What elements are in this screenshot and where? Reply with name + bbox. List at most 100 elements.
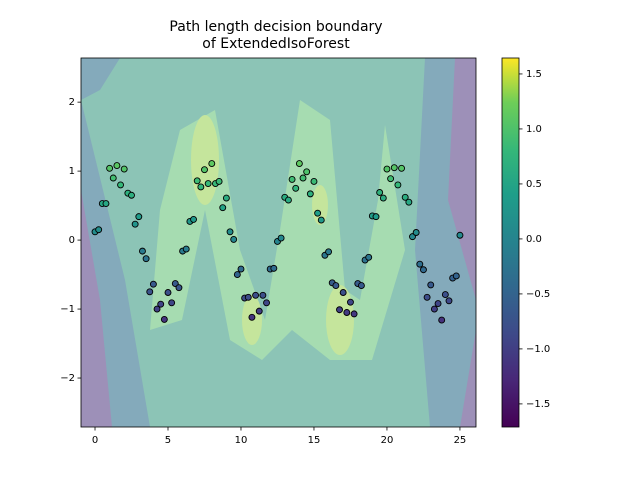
colorbar-tick-label: 0.0 bbox=[526, 234, 542, 245]
scatter-point bbox=[255, 307, 263, 315]
scatter-point bbox=[109, 174, 117, 182]
colorbar-tick-label: 1.0 bbox=[526, 124, 542, 135]
scatter-point bbox=[401, 193, 409, 201]
scatter-point bbox=[106, 164, 114, 172]
scatter-point bbox=[372, 213, 380, 221]
scatter-point bbox=[441, 291, 449, 299]
x-tick-label: 10 bbox=[235, 435, 248, 446]
scatter-point bbox=[292, 184, 300, 192]
scatter-point bbox=[139, 247, 146, 255]
x-tick-label: 20 bbox=[381, 435, 394, 446]
scatter-point bbox=[230, 235, 238, 243]
scatter-point bbox=[102, 200, 110, 207]
scatter-point bbox=[394, 181, 402, 189]
scatter-point bbox=[376, 189, 384, 196]
chart-title: of ExtendedIsoForest bbox=[202, 36, 350, 52]
scatter-point bbox=[259, 291, 267, 299]
scatter-point bbox=[215, 178, 223, 185]
scatter-point bbox=[160, 315, 168, 323]
scatter-point bbox=[146, 288, 154, 296]
colorbar-tick-label: −0.5 bbox=[526, 289, 550, 300]
scatter-point bbox=[193, 177, 201, 185]
colorbar-tick-label: 1.5 bbox=[526, 69, 542, 80]
scatter-point bbox=[157, 300, 165, 308]
scatter-point bbox=[423, 293, 431, 301]
scatter-point bbox=[343, 309, 351, 316]
y-tick-label: 1 bbox=[69, 166, 75, 177]
scatter-point bbox=[248, 313, 256, 321]
colorbar-tick-label: −1.5 bbox=[526, 399, 550, 410]
scatter-point bbox=[131, 220, 139, 228]
scatter-point bbox=[237, 265, 245, 273]
chart-title: Path length decision boundary bbox=[169, 19, 382, 35]
scatter-point bbox=[201, 166, 208, 174]
scatter-point bbox=[288, 175, 296, 183]
scatter-point bbox=[299, 174, 307, 182]
y-tick-label: 2 bbox=[69, 97, 75, 108]
scatter-point bbox=[405, 198, 413, 206]
scatter-point bbox=[226, 228, 234, 236]
x-tick-label: 0 bbox=[92, 435, 98, 446]
scatter-point bbox=[182, 245, 190, 253]
plot-frame bbox=[80, 57, 477, 428]
scatter-point bbox=[208, 160, 216, 167]
scatter-point bbox=[306, 190, 314, 198]
scatter-point bbox=[350, 310, 358, 318]
scatter-point bbox=[219, 204, 227, 212]
colorbar-tick-label: −1.0 bbox=[526, 344, 550, 355]
scatter-point bbox=[332, 282, 340, 290]
scatter-point bbox=[233, 271, 241, 279]
scatter-point bbox=[190, 215, 197, 223]
scatter-point bbox=[117, 181, 125, 189]
x-tick-label: 15 bbox=[308, 435, 321, 446]
scatter-point bbox=[445, 297, 453, 305]
scatter-point bbox=[135, 213, 143, 221]
scatter-point bbox=[252, 291, 260, 299]
scatter-point bbox=[197, 183, 205, 191]
scatter-point bbox=[284, 196, 292, 204]
scatter-point bbox=[303, 168, 311, 176]
scatter-point bbox=[357, 282, 365, 290]
scatter-point bbox=[263, 299, 270, 307]
scatter-point bbox=[416, 260, 424, 268]
y-tick-label: 0 bbox=[69, 235, 75, 246]
x-tick-label: 5 bbox=[165, 435, 171, 446]
scatter-point bbox=[456, 231, 464, 239]
scatter-point bbox=[142, 255, 150, 263]
scatter-point bbox=[438, 316, 446, 324]
scatter-point bbox=[168, 299, 176, 307]
scatter-point bbox=[204, 180, 212, 187]
colorbar bbox=[501, 57, 520, 428]
y-tick-label: −1 bbox=[60, 304, 75, 315]
colorbar-tick-label: 0.5 bbox=[526, 179, 542, 190]
scatter-point bbox=[222, 194, 230, 202]
scatter-point bbox=[310, 178, 318, 185]
scatter-point bbox=[314, 209, 322, 217]
scatter-point bbox=[164, 289, 172, 296]
scatter-point bbox=[430, 305, 438, 313]
scatter-point bbox=[153, 305, 161, 313]
scatter-point bbox=[120, 165, 128, 173]
scatter-point bbox=[390, 164, 398, 172]
scatter-point bbox=[339, 289, 347, 296]
scatter-point bbox=[347, 298, 354, 306]
scatter-point bbox=[149, 280, 157, 288]
scatter-point bbox=[336, 306, 343, 314]
scatter-point bbox=[317, 216, 325, 224]
scatter-point bbox=[128, 191, 135, 199]
scatter-point bbox=[412, 229, 420, 236]
scatter-point bbox=[387, 175, 395, 183]
scatter-point bbox=[175, 284, 183, 292]
scatter-point bbox=[434, 300, 442, 307]
scatter-point bbox=[398, 164, 406, 172]
scatter-point bbox=[295, 160, 303, 167]
scatter-point bbox=[244, 293, 252, 301]
x-tick-label: 25 bbox=[454, 435, 467, 446]
scatter-point bbox=[277, 234, 285, 242]
scatter-point bbox=[420, 266, 427, 274]
scatter-point bbox=[270, 264, 278, 272]
scatter-point bbox=[113, 162, 121, 170]
scatter-point bbox=[379, 194, 387, 202]
scatter-point bbox=[452, 272, 460, 280]
